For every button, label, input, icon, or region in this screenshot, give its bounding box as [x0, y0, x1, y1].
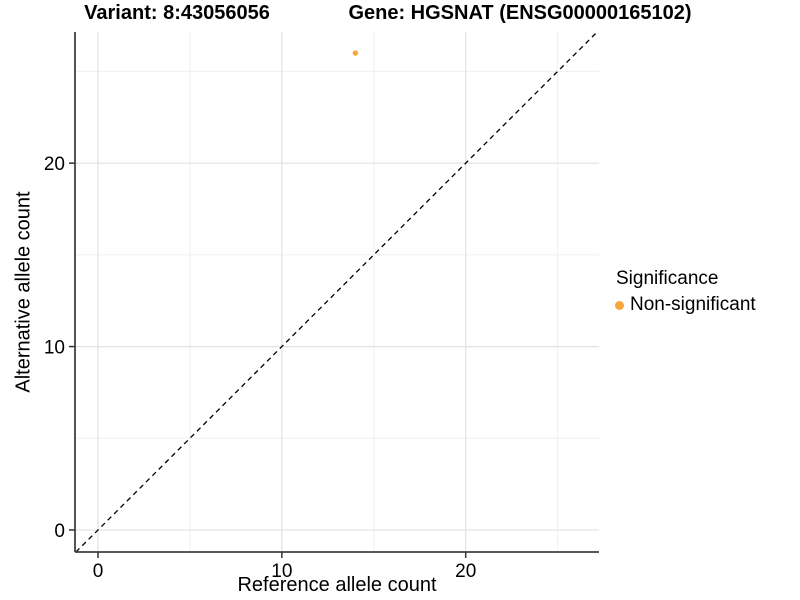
- legend: Significance Non-significant: [615, 268, 756, 316]
- x-axis-title: Reference allele count: [237, 574, 437, 596]
- legend-item-label: Non-significant: [630, 294, 756, 315]
- identity-line: [75, 31, 598, 553]
- y-tick-label: 0: [54, 521, 65, 542]
- legend-point-swatch: [615, 300, 624, 310]
- y-axis-title: Alternative allele count: [12, 191, 35, 393]
- legend-item: Non-significant: [615, 294, 756, 316]
- x-tick-label: 10: [271, 561, 292, 582]
- gene-title: Gene: HGSNAT (ENSG00000165102): [348, 2, 692, 24]
- data-point: [352, 50, 359, 56]
- y-tick-label: 20: [44, 154, 65, 175]
- y-tick-label: 10: [44, 338, 65, 359]
- legend-title: Significance: [616, 268, 719, 289]
- x-tick-label: 20: [455, 561, 476, 582]
- variant-title: Variant: 8:43056056: [84, 2, 270, 24]
- x-tick-label: 0: [93, 561, 104, 582]
